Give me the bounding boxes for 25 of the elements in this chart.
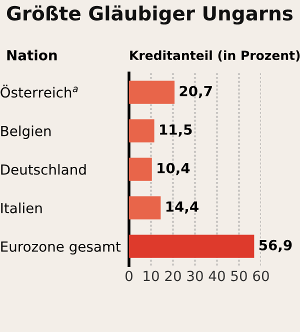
data-label: 10,4 xyxy=(158,162,190,176)
bar xyxy=(129,234,254,258)
bar xyxy=(129,80,175,104)
data-label: 14,4 xyxy=(166,202,198,214)
y-axis-title: Nation xyxy=(7,50,57,60)
y-tick-label: Eurozone gesamt xyxy=(1,241,121,255)
data-label: 56,9 xyxy=(259,240,292,252)
y-tick-label: Österreich$^{a}$ xyxy=(0,84,78,98)
x-tick-label: 0 xyxy=(125,270,132,282)
chart-title: Größte Gläubiger Ungarns xyxy=(6,5,293,25)
x-tick-label: 20 xyxy=(165,270,181,282)
data-label: 11,5 xyxy=(160,124,192,137)
bar xyxy=(129,119,154,142)
y-tick-label: Deutschland xyxy=(1,164,86,175)
data-label: 20,7 xyxy=(180,86,212,98)
bar xyxy=(129,158,152,181)
x-tick-label: 10 xyxy=(144,270,159,282)
y-tick-label: Belgien xyxy=(1,126,51,139)
x-tick-label: 50 xyxy=(231,270,247,282)
x-tick-label: 60 xyxy=(253,270,269,282)
x-axis-title: Kreditanteil (in Prozent) xyxy=(130,50,300,62)
bar xyxy=(129,196,161,220)
y-tick-label: Italien xyxy=(1,202,42,214)
x-tick-label: 40 xyxy=(208,270,225,282)
x-tick-label: 30 xyxy=(187,270,203,282)
